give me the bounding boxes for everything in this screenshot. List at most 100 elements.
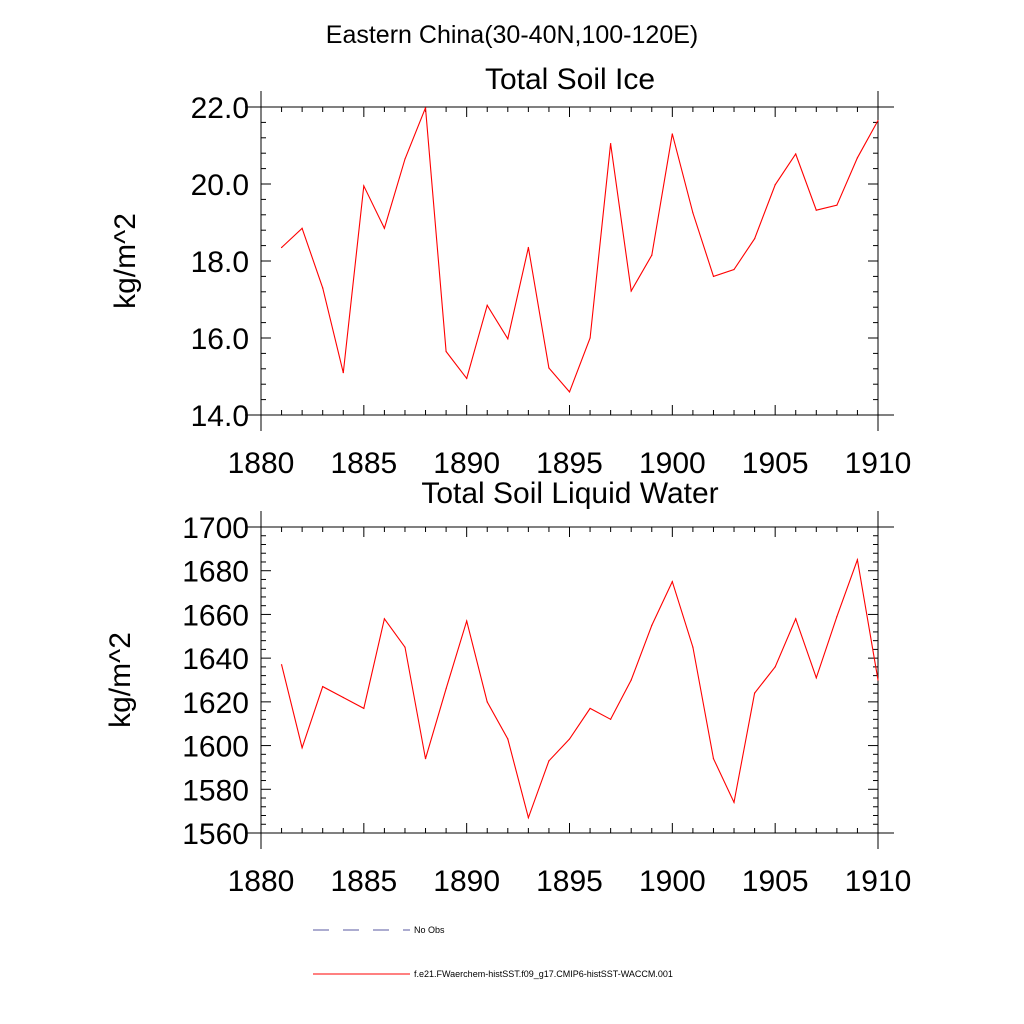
data-point bbox=[486, 304, 488, 306]
data-point bbox=[630, 679, 632, 681]
data-point bbox=[856, 157, 859, 159]
legend: No Obs f.e21.FWaerchem-histSST.f09_g17.C… bbox=[313, 925, 673, 979]
figure-title: Eastern China(30-40N,100-120E) bbox=[326, 21, 698, 49]
data-point bbox=[507, 338, 509, 340]
data-point bbox=[815, 209, 817, 211]
y-tick-label: 1660 bbox=[182, 599, 249, 632]
data-point bbox=[589, 707, 591, 710]
data-point bbox=[363, 185, 365, 187]
data-point bbox=[651, 254, 653, 256]
data-point bbox=[815, 677, 817, 679]
y-tick-label: 1680 bbox=[182, 556, 249, 589]
data-point bbox=[754, 238, 756, 240]
data-point bbox=[280, 246, 283, 249]
y-tick-label: 1580 bbox=[182, 774, 249, 807]
x-tick-label: 1880 bbox=[228, 447, 295, 480]
data-point bbox=[527, 817, 529, 819]
data-point bbox=[856, 559, 859, 561]
x-tick-label: 1880 bbox=[228, 865, 295, 898]
data-point bbox=[712, 275, 715, 277]
x-tick-label: 1890 bbox=[433, 447, 500, 480]
data-point bbox=[527, 246, 529, 249]
data-point bbox=[795, 153, 797, 155]
data-point bbox=[507, 738, 509, 740]
y-tick-label: 1700 bbox=[182, 512, 249, 545]
data-point bbox=[404, 646, 406, 648]
y-tick-label: 18.0 bbox=[191, 246, 249, 279]
data-point bbox=[774, 184, 776, 186]
data-point bbox=[322, 685, 324, 688]
data-point bbox=[568, 391, 571, 393]
data-point bbox=[610, 142, 612, 145]
x-tick-label: 1905 bbox=[742, 865, 809, 898]
data-point bbox=[795, 618, 797, 620]
data-point bbox=[877, 119, 879, 122]
y-tick-label: 1560 bbox=[182, 818, 249, 851]
data-point bbox=[383, 618, 385, 620]
ylabel-liquid: kg/m^2 bbox=[104, 632, 137, 728]
y-tick-label: 1640 bbox=[182, 643, 249, 676]
y-tick-label: 14.0 bbox=[191, 400, 249, 433]
data-point bbox=[280, 664, 283, 666]
data-point bbox=[486, 701, 488, 703]
data-point bbox=[774, 666, 776, 668]
y-tick-label: 16.0 bbox=[191, 323, 249, 356]
x-tick-label: 1910 bbox=[845, 447, 912, 480]
legend-no-obs-label: No Obs bbox=[414, 925, 445, 935]
data-point bbox=[445, 688, 447, 690]
data-point bbox=[548, 367, 550, 369]
data-point bbox=[692, 646, 694, 648]
data-point bbox=[424, 107, 427, 109]
data-point bbox=[363, 707, 365, 710]
legend-model-label: f.e21.FWaerchem-histSST.f09_g17.CMIP6-hi… bbox=[414, 969, 673, 979]
x-tick-label: 1895 bbox=[536, 447, 603, 480]
series-line bbox=[281, 557, 879, 820]
data-point bbox=[466, 377, 468, 380]
y-tick-label: 1600 bbox=[182, 731, 249, 764]
x-tick-label: 1905 bbox=[742, 447, 809, 480]
data-point bbox=[383, 227, 385, 229]
data-point bbox=[466, 620, 468, 622]
chart-title-ice: Total Soil Ice bbox=[485, 63, 655, 96]
data-point bbox=[671, 133, 673, 135]
data-point bbox=[301, 747, 303, 749]
data-point bbox=[322, 287, 324, 289]
y-tick-label: 22.0 bbox=[191, 92, 249, 125]
data-point bbox=[445, 350, 447, 353]
chart-title-liquid: Total Soil Liquid Water bbox=[421, 477, 718, 510]
data-point bbox=[342, 696, 344, 699]
x-tick-label: 1900 bbox=[639, 447, 706, 480]
data-point bbox=[610, 718, 612, 720]
y-tick-label: 1620 bbox=[182, 687, 249, 720]
y-tick-label: 20.0 bbox=[191, 169, 249, 202]
data-point bbox=[877, 679, 879, 681]
panel-soil-ice: 1880 1885 1890 1895 1900 1905 1910 14.0 16.0 18.0… bbox=[191, 91, 912, 480]
x-tick-label: 1890 bbox=[433, 865, 500, 898]
panel-soil-liquid-water: 1880 1885 1890 1895 1900 1905 1910 1560 1580 1600… bbox=[182, 511, 911, 898]
x-tick-label: 1910 bbox=[845, 865, 912, 898]
data-point bbox=[671, 581, 673, 583]
data-point bbox=[568, 738, 571, 740]
data-point bbox=[342, 372, 344, 374]
data-point bbox=[548, 760, 550, 762]
data-point bbox=[589, 337, 591, 339]
ylabel-ice: kg/m^2 bbox=[109, 213, 142, 309]
data-point bbox=[712, 758, 715, 760]
data-point bbox=[692, 212, 694, 214]
x-tick-label: 1900 bbox=[639, 865, 706, 898]
data-point bbox=[301, 227, 303, 229]
data-point bbox=[404, 158, 406, 160]
data-point bbox=[630, 290, 632, 292]
data-point bbox=[424, 758, 427, 760]
data-point bbox=[651, 624, 653, 626]
data-point bbox=[733, 801, 735, 804]
data-point bbox=[836, 616, 838, 618]
data-point bbox=[754, 692, 756, 694]
x-tick-label: 1885 bbox=[330, 447, 397, 480]
data-point bbox=[733, 268, 735, 271]
data-point bbox=[836, 204, 838, 206]
x-tick-label: 1895 bbox=[536, 865, 603, 898]
x-tick-label: 1885 bbox=[330, 865, 397, 898]
series-line bbox=[281, 107, 879, 393]
